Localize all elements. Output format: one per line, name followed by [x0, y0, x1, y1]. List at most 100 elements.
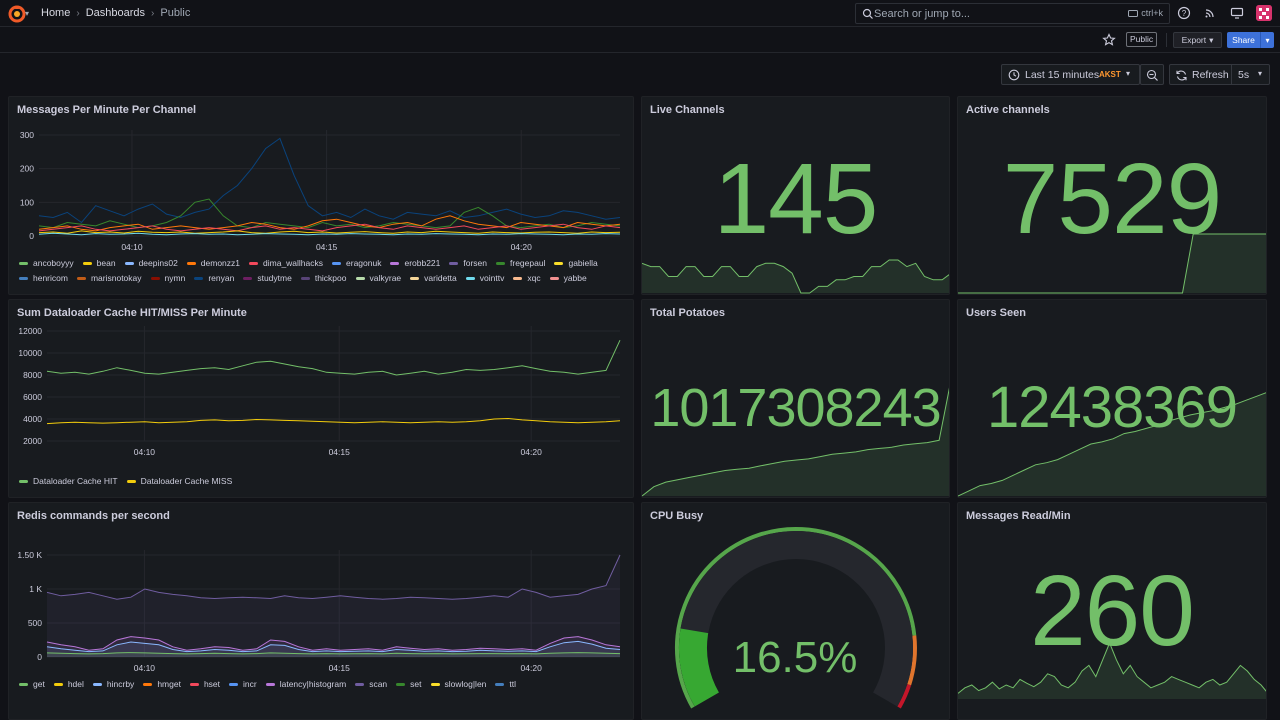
legend-item[interactable]: hset	[189, 678, 220, 690]
keyboard-icon	[1128, 9, 1139, 17]
legend-item[interactable]: latency|histogram	[265, 678, 346, 690]
legend-swatch	[53, 682, 63, 686]
legend-item[interactable]: erobb221	[390, 257, 440, 269]
legend-item[interactable]: vointtv	[465, 272, 504, 284]
legend-item[interactable]: varidetta	[410, 272, 457, 284]
legend-item[interactable]: hdel	[53, 678, 84, 690]
legend-label: forsen	[463, 258, 488, 268]
y-tick-label: 12000	[18, 326, 42, 336]
share-options-button[interactable]: ▾	[1260, 32, 1274, 48]
legend-item[interactable]: ttl	[495, 678, 516, 690]
avatar-image	[1256, 5, 1272, 21]
legend-item[interactable]: studytme	[243, 272, 292, 284]
monitor-icon[interactable]	[1230, 6, 1244, 20]
refresh-button[interactable]: Refresh	[1169, 64, 1232, 85]
legend-label: deepins02	[138, 258, 178, 268]
star-icon[interactable]	[1102, 33, 1116, 47]
stat-value: 12438369	[986, 375, 1238, 440]
messages-read-sparkline	[958, 641, 1266, 699]
legend-label: set	[410, 679, 422, 689]
gauge-threshold-band	[897, 684, 912, 709]
sparkline-area	[642, 260, 949, 293]
legend-label: yabbe	[563, 273, 587, 283]
search-box[interactable]: ctrl+k	[855, 3, 1170, 24]
legend-item[interactable]: ancoboyyy	[19, 257, 74, 269]
legend-item[interactable]: set	[396, 678, 422, 690]
legend-item[interactable]: deepins02	[124, 257, 178, 269]
legend-item[interactable]: bean	[82, 257, 116, 269]
legend-label: scan	[369, 679, 388, 689]
panel-cpu-busy[interactable]: CPU Busy 16.5%	[641, 502, 950, 720]
chevron-down-icon[interactable]: ▾	[25, 9, 30, 18]
share-button[interactable]: Share	[1227, 32, 1260, 48]
legend-label: fregepaul	[510, 258, 546, 268]
legend-swatch	[126, 479, 136, 483]
refresh-interval-picker[interactable]: 5s ▾	[1232, 64, 1270, 85]
legend-swatch	[150, 276, 160, 280]
legend-item[interactable]: xqc	[513, 272, 541, 284]
export-button[interactable]: Export ▾	[1173, 32, 1222, 48]
x-tick-label: 04:10	[134, 663, 156, 673]
legend-label: varidetta	[424, 273, 457, 283]
panel-users-seen[interactable]: Users Seen 12438369	[957, 299, 1267, 498]
legend-item[interactable]: renyan	[194, 272, 234, 284]
legend-item[interactable]: hmget	[143, 678, 181, 690]
legend-item[interactable]: Dataloader Cache MISS	[126, 475, 232, 487]
panel-messages-per-minute[interactable]: Messages Per Minute Per Channel 0 100 200 3…	[8, 96, 634, 295]
help-icon[interactable]: ?	[1177, 6, 1191, 20]
breadcrumb-home[interactable]: Home	[41, 7, 71, 19]
grafana-logo-icon[interactable]	[8, 5, 26, 23]
zoom-out-button[interactable]	[1140, 64, 1164, 85]
panel-dataloader-cache[interactable]: Sum Dataloader Cache HIT/MISS Per Minute…	[8, 299, 634, 498]
sparkline-line	[642, 259, 949, 294]
legend-item[interactable]: thickpoo	[300, 272, 347, 284]
breadcrumb-dashboards[interactable]: Dashboards	[85, 7, 146, 19]
legend-label: xqc	[527, 273, 541, 283]
dashboard-toolbar: Public Export ▾ Share ▾	[0, 28, 1280, 53]
search-input[interactable]	[874, 5, 1114, 22]
keyboard-shortcut: ctrl+k	[1128, 8, 1163, 18]
legend-item[interactable]: henricom	[19, 272, 68, 284]
legend-item[interactable]: incr	[229, 678, 257, 690]
export-label: Export	[1181, 35, 1207, 45]
legend-item[interactable]: dima_wallhacks	[249, 257, 323, 269]
refresh-interval-value: 5s	[1238, 69, 1250, 81]
legend-item[interactable]: Dataloader Cache HIT	[19, 475, 118, 487]
legend-item[interactable]: nymn	[150, 272, 185, 284]
panel-messages-read[interactable]: Messages Read/Min 260	[957, 502, 1267, 720]
redis-commands-chart: 0 500 1 K 1.50 K 04:10 04:15 04:20	[17, 550, 621, 673]
clock-icon	[1008, 69, 1020, 81]
x-tick-label: 04:10	[121, 242, 143, 252]
y-tick-label: 8000	[23, 370, 42, 380]
legend-item[interactable]: yabbe	[549, 272, 587, 284]
users-seen-sparkline	[958, 392, 1266, 497]
legend-item[interactable]: slowlog|len	[430, 678, 486, 690]
legend-label: eragonuk	[346, 258, 382, 268]
panel-total-potatoes[interactable]: Total Potatoes 1017308243	[641, 299, 950, 498]
avatar[interactable]	[1256, 5, 1272, 21]
legend-label: erobb221	[404, 258, 441, 268]
legend-item[interactable]: eragonuk	[332, 257, 381, 269]
time-range-picker[interactable]: Last 15 minutes AKST ▾	[1001, 64, 1140, 85]
legend-item[interactable]: get	[19, 678, 45, 690]
legend-item[interactable]: hincrby	[92, 678, 134, 690]
panel-title: Total Potatoes	[650, 307, 725, 319]
panel-live-channels[interactable]: Live Channels 145	[641, 96, 950, 295]
panel-active-channels[interactable]: Active channels 7529	[957, 96, 1267, 295]
legend-item[interactable]: scan	[355, 678, 387, 690]
x-tick-label: 04:10	[134, 447, 156, 457]
panel-title: Sum Dataloader Cache HIT/MISS Per Minute	[17, 307, 247, 319]
legend-item[interactable]: marisnotokay	[76, 272, 142, 284]
legend-item[interactable]: gabiella	[554, 257, 598, 269]
legend-item[interactable]: valkyrae	[355, 272, 401, 284]
time-range-label: Last 15 minutes	[1025, 69, 1100, 81]
messages-per-minute-chart: 0 100 200 300 04:10 04:15 04:20	[20, 130, 621, 252]
series-line	[38, 223, 621, 232]
legend-swatch	[554, 261, 564, 265]
legend-item[interactable]: fregepaul	[496, 257, 545, 269]
legend-item[interactable]: forsen	[449, 257, 487, 269]
rss-icon[interactable]	[1203, 6, 1217, 20]
legend-item[interactable]: demonzz1	[186, 257, 240, 269]
legend-label: incr	[243, 679, 257, 689]
